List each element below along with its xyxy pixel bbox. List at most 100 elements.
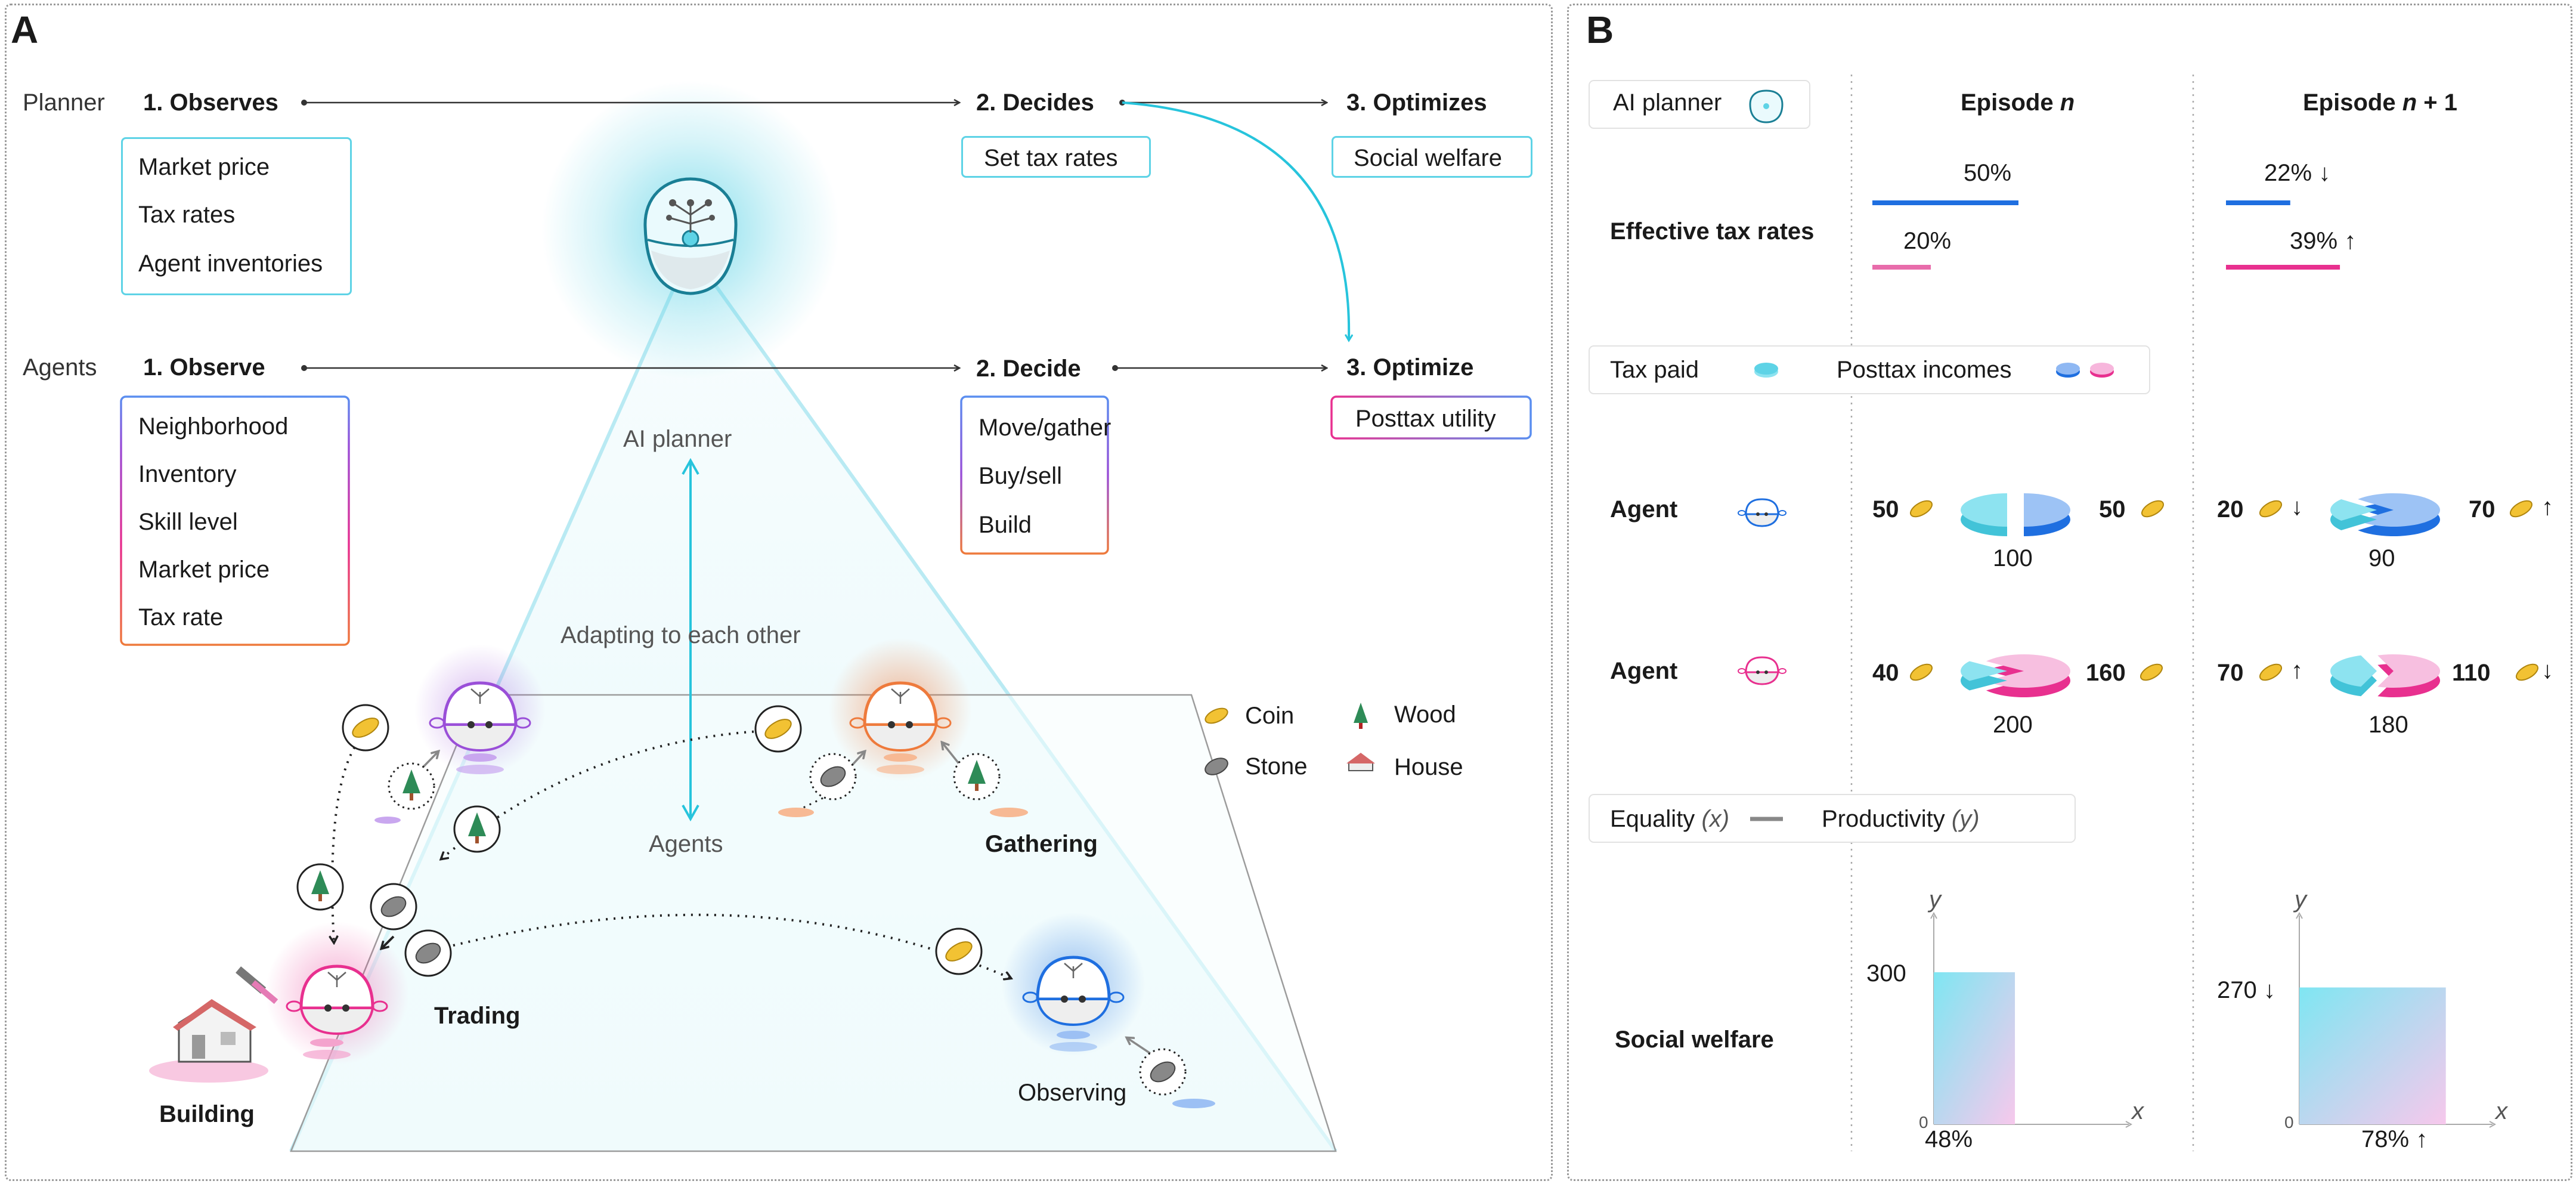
scene-ai-planner-label: AI planner <box>623 426 732 452</box>
tree-icon <box>1354 703 1368 729</box>
income-pie <box>1961 654 2070 697</box>
welfare-n-y-axis: y <box>1929 886 1941 913</box>
welfare-n1-x-value: 78% ↑ <box>2361 1126 2428 1152</box>
coin-token <box>935 928 983 975</box>
agent-decision-item: Build <box>979 512 1032 538</box>
wood-token <box>388 762 435 810</box>
trade-path-wood <box>441 729 770 859</box>
coin-token <box>342 704 389 752</box>
agent-observation-item: Inventory <box>138 461 237 487</box>
tax-rate-bar <box>1872 200 2018 205</box>
planner-observation-item: Market price <box>138 154 270 180</box>
ai-planner-big-icon <box>643 177 738 295</box>
planner-step-decides: 2. Decides <box>976 89 1094 116</box>
episode-n-header: Episode n <box>1961 89 2075 116</box>
tax-slice <box>1961 493 2007 536</box>
trade-path-coin <box>332 734 365 942</box>
income-pie <box>1961 493 2070 536</box>
panel-a-label: A <box>11 8 39 51</box>
agent-decision-item: Buy/sell <box>979 463 1063 489</box>
agent2-tax-n: 40 <box>1872 660 1899 686</box>
coin-icon <box>2515 663 2539 681</box>
planner-observation-item: Tax rates <box>138 202 236 228</box>
agents-step-observe: 1. Observe <box>143 354 265 381</box>
welfare-n-x-axis: x <box>2132 1098 2144 1124</box>
effective-tax-rates-label: Effective tax rates <box>1610 218 1815 245</box>
coin-icon <box>2259 663 2283 681</box>
tax-rate-bar <box>1872 265 1931 270</box>
arrow-decides-to-agents <box>1122 101 1349 340</box>
agent1-tax-arrow-n1: ↓ <box>2291 494 2303 520</box>
tax-rate-bar <box>2226 265 2340 270</box>
coin-icon <box>2141 500 2165 518</box>
activity-gathering: Gathering <box>985 831 1098 857</box>
agent1-total-n1: 90 <box>2368 545 2395 571</box>
activity-building: Building <box>159 1101 255 1127</box>
agent2-income-arrow-n1: ↓ <box>2541 657 2553 684</box>
agent-observation-item: Tax rate <box>138 604 224 630</box>
welfare-n-x-value: 48% <box>1925 1126 1973 1152</box>
agent-orange <box>829 638 972 781</box>
planner-observations-box <box>121 137 352 295</box>
agent-observation-item: Neighborhood <box>138 413 289 440</box>
welfare-n1-y-value: 270 ↓ <box>2217 977 2275 1003</box>
income-pie <box>2330 493 2441 536</box>
agent2-income-n: 160 <box>2086 660 2126 686</box>
welfare-n1-x-axis: x <box>2496 1098 2507 1124</box>
coin-icon <box>1909 663 1933 681</box>
stone-token <box>404 929 452 977</box>
planner-observation-item: Agent inventories <box>138 251 323 277</box>
activity-observing: Observing <box>1018 1080 1127 1106</box>
welfare-chart-episode-n <box>1934 916 2129 1124</box>
income-slice <box>2377 654 2441 697</box>
house-icon <box>173 999 256 1063</box>
agent-observation-item: Skill level <box>138 509 238 535</box>
agent-observations-box <box>120 395 350 646</box>
agent1-tax-n1: 20 <box>2217 496 2244 523</box>
agent1-income-n: 50 <box>2099 496 2126 523</box>
episode-n1-header: Episode n + 1 <box>2303 89 2457 116</box>
tax-paid-legend-icon <box>1754 363 1778 378</box>
stone-icon <box>1205 758 1228 775</box>
tax-slice <box>2330 655 2377 697</box>
coin-icon <box>2140 663 2163 681</box>
tax-rate-top-n: 50% <box>1964 160 2012 186</box>
coin-icon <box>2259 500 2283 518</box>
welfare-n-y-value: 300 <box>1866 960 1906 987</box>
activity-trading: Trading <box>434 1003 521 1029</box>
income-slice <box>2358 493 2441 536</box>
welfare-chart-episode-n1 <box>2299 916 2493 1124</box>
agent1-total-n: 100 <box>1993 545 2033 571</box>
posttax-incomes-legend-label: Posttax incomes <box>1837 357 2012 383</box>
legend-coin: Coin <box>1245 703 1295 729</box>
agent1-tax-n: 50 <box>1872 496 1899 523</box>
hammer-icon <box>236 966 278 1004</box>
ai-planner-legend-label: AI planner <box>1613 89 1722 116</box>
tax-rate-bottom-n1: 39% ↑ <box>2290 228 2357 254</box>
tax-slice <box>2330 499 2377 530</box>
tax-paid-legend-label: Tax paid <box>1610 357 1699 383</box>
wood-token <box>953 753 1001 800</box>
agent1-income-arrow-n1: ↑ <box>2541 494 2553 520</box>
wood-token <box>453 805 501 853</box>
planner-row-label: Planner <box>23 89 105 116</box>
panel-b <box>1567 4 2572 1181</box>
income-slice <box>2024 493 2070 536</box>
set-tax-rates-box <box>961 136 1151 178</box>
social-welfare-row-label: Social welfare <box>1615 1027 1774 1053</box>
welfare-n-origin: 0 <box>1919 1113 1928 1132</box>
tax-rate-top-n1: 22% ↓ <box>2264 160 2331 186</box>
posttax-income-legend-icon <box>2056 363 2114 378</box>
stone-token <box>1139 1048 1187 1096</box>
agents-row-label: Agents <box>23 354 97 381</box>
stone-token <box>370 883 417 930</box>
planner-legend-icon <box>1749 89 1784 123</box>
coin-icon <box>2509 500 2533 518</box>
social-welfare-label: Social welfare <box>1354 145 1503 171</box>
coin-icon <box>1909 500 1933 518</box>
welfare-area <box>1934 972 2015 1124</box>
tax-slice <box>1961 661 2007 691</box>
agent2-label: Agent <box>1610 658 1678 684</box>
agent-blue-small-icon <box>1738 498 1787 527</box>
